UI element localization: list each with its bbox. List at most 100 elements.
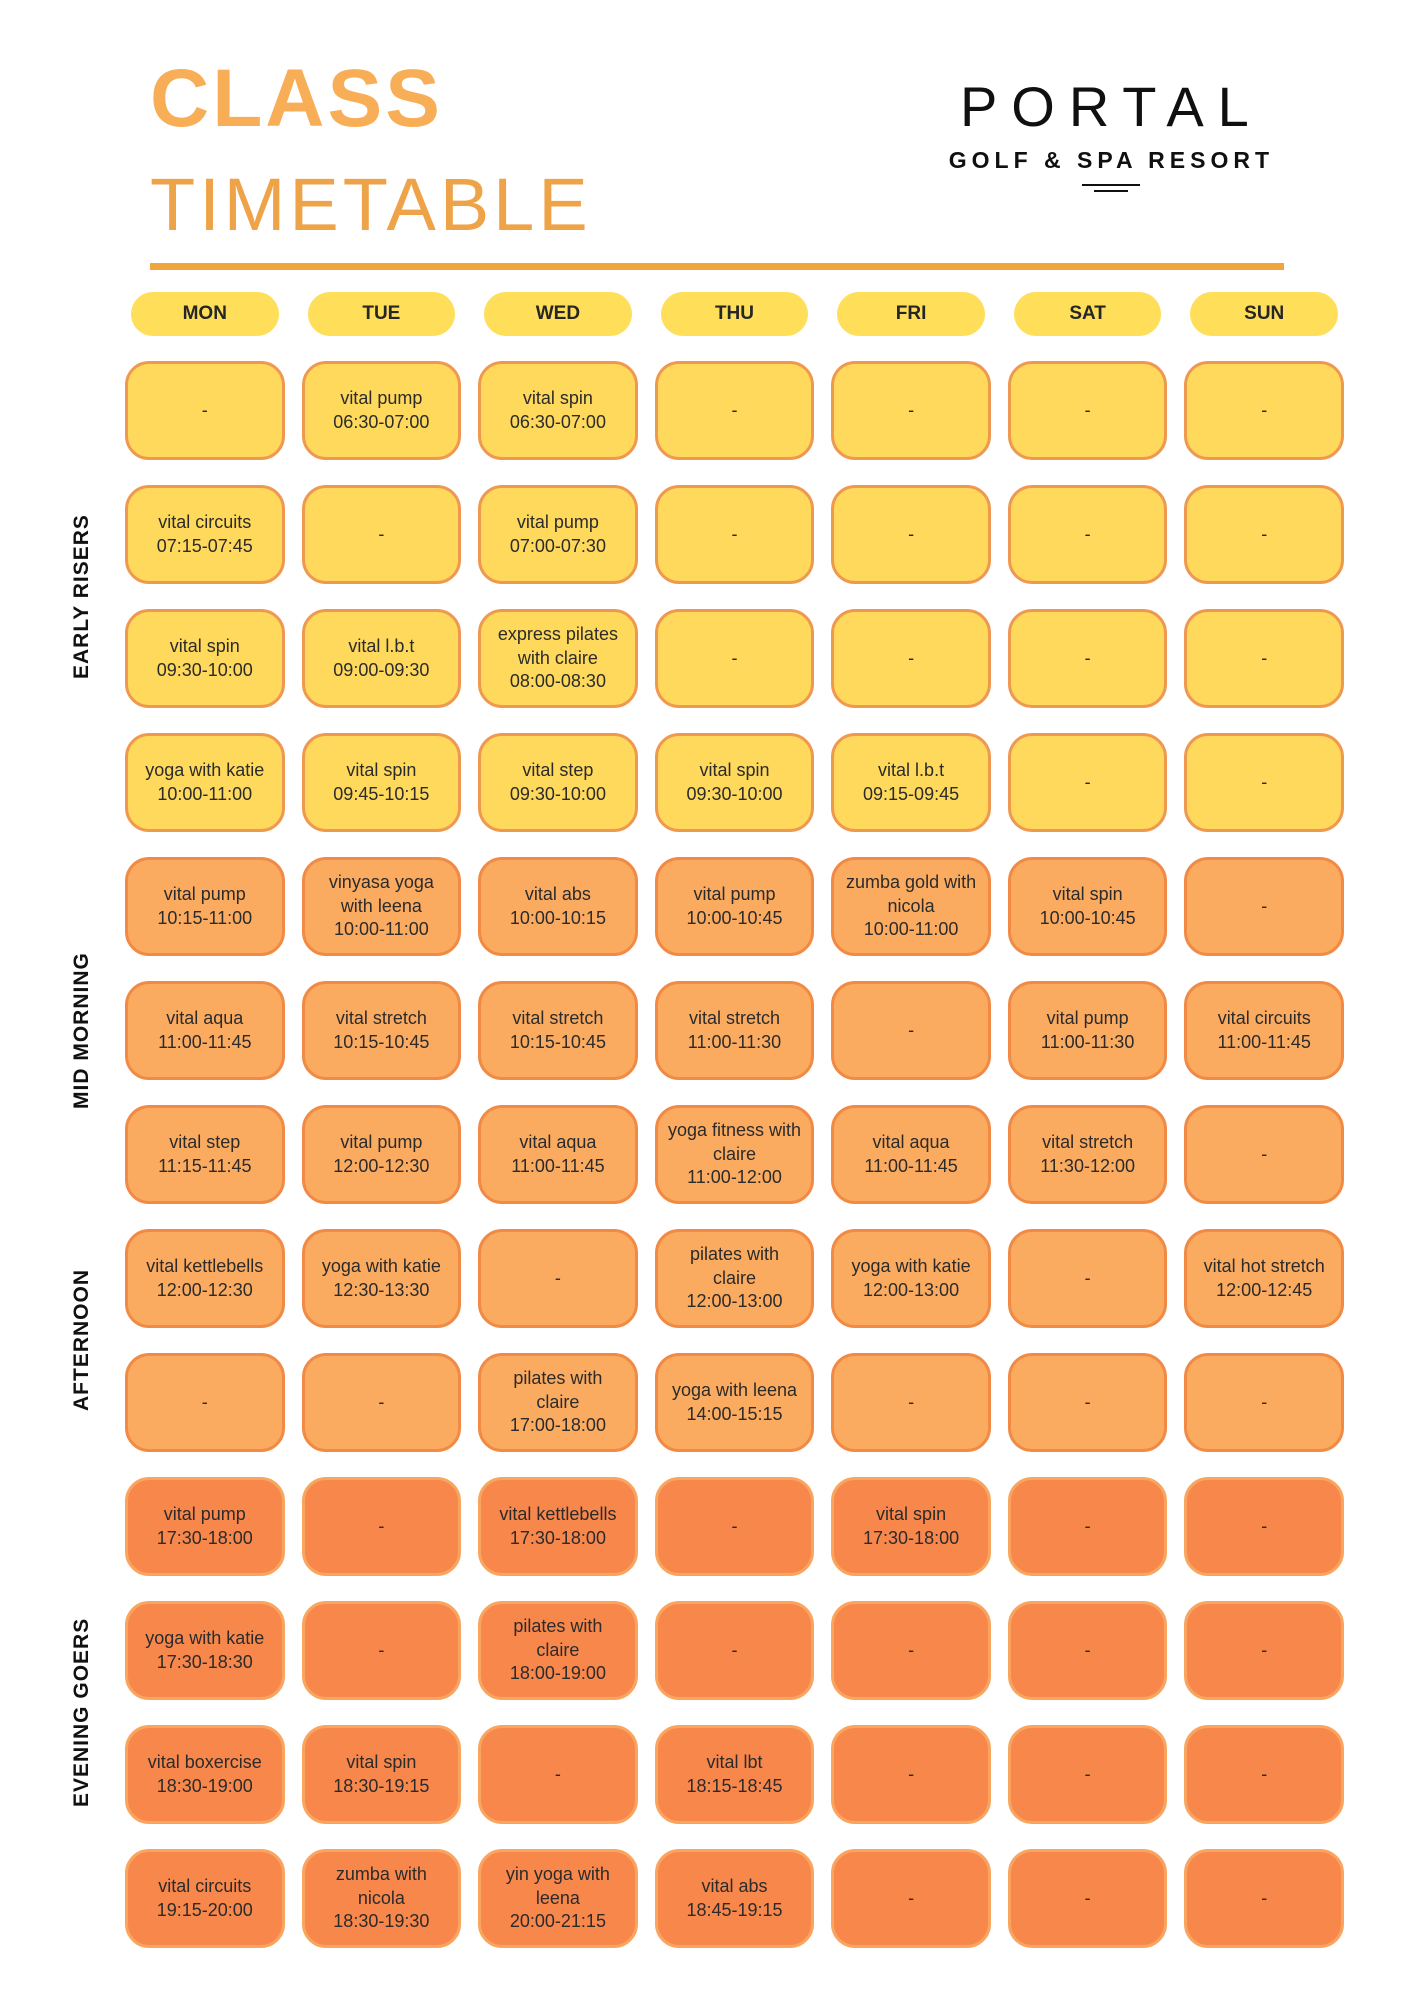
section-label-evening-goers: EVENING GOERS xyxy=(70,1617,93,1808)
empty-slot: - xyxy=(831,981,991,1080)
section-label-early-risers: EARLY RISERS xyxy=(70,514,93,679)
class-slot: pilates with claire 17:00-18:00 xyxy=(478,1353,638,1452)
class-slot: yoga with katie 12:30-13:30 xyxy=(301,1229,462,1328)
empty-slot: - xyxy=(1007,609,1168,708)
class-slot: pilates with claire 12:00-13:00 xyxy=(654,1229,815,1328)
class-slot: yoga with katie 17:30-18:30 xyxy=(125,1601,285,1700)
class-slot: vital spin 09:45-10:15 xyxy=(301,733,462,832)
day-header-tue: TUE xyxy=(307,292,456,336)
day-header-sun: SUN xyxy=(1190,292,1338,336)
resort-logo: PORTAL GOLF & SPA RESORT xyxy=(949,52,1274,192)
day-header-sat: SAT xyxy=(1013,292,1162,336)
empty-slot: - xyxy=(1184,1477,1344,1576)
logo-divider-lines-icon xyxy=(949,184,1274,192)
empty-slot: - xyxy=(831,485,991,584)
empty-slot: - xyxy=(1007,1725,1168,1824)
empty-slot: - xyxy=(1007,1849,1168,1948)
class-slot: vital kettlebells 12:00-12:30 xyxy=(125,1229,285,1328)
page-title: CLASS xyxy=(150,53,443,144)
class-slot: vital spin 18:30-19:15 xyxy=(301,1725,462,1824)
empty-slot: - xyxy=(301,485,462,584)
class-slot: zumba with nicola 18:30-19:30 xyxy=(301,1849,462,1948)
day-header-fri: FRI xyxy=(837,292,985,336)
empty-slot: - xyxy=(1184,1105,1344,1204)
empty-slot: - xyxy=(1007,361,1168,460)
class-slot: vital spin 06:30-07:00 xyxy=(478,361,638,460)
empty-slot: - xyxy=(654,485,815,584)
class-slot: vital step 11:15-11:45 xyxy=(125,1105,285,1204)
class-slot: yin yoga with leena 20:00-21:15 xyxy=(478,1849,638,1948)
section-label-afternoon: AFTERNOON xyxy=(70,1269,93,1412)
class-slot: vital aqua 11:00-11:45 xyxy=(478,1105,638,1204)
empty-slot: - xyxy=(654,361,815,460)
class-slot: yoga with katie 10:00-11:00 xyxy=(125,733,285,832)
class-slot: vinyasa yoga with leena 10:00-11:00 xyxy=(301,857,462,956)
class-slot: vital spin 10:00-10:45 xyxy=(1007,857,1168,956)
empty-slot: - xyxy=(125,361,285,460)
empty-slot: - xyxy=(1007,1353,1168,1452)
class-slot: vital kettlebells 17:30-18:00 xyxy=(478,1477,638,1576)
empty-slot: - xyxy=(478,1229,638,1328)
empty-slot: - xyxy=(1184,1725,1344,1824)
title-underline xyxy=(150,263,1284,270)
class-slot: vital lbt 18:15-18:45 xyxy=(654,1725,815,1824)
empty-slot: - xyxy=(831,1353,991,1452)
class-slot: express pilates with claire 08:00-08:30 xyxy=(478,609,638,708)
empty-slot: - xyxy=(301,1477,462,1576)
class-slot: yoga fitness with claire 11:00-12:00 xyxy=(654,1105,815,1204)
empty-slot: - xyxy=(125,1353,285,1452)
class-slot: yoga with katie 12:00-13:00 xyxy=(831,1229,991,1328)
section-label-mid-morning: MID MORNING xyxy=(70,952,93,1109)
class-slot: pilates with claire 18:00-19:00 xyxy=(478,1601,638,1700)
empty-slot: - xyxy=(654,609,815,708)
day-header-mon: MON xyxy=(131,292,279,336)
empty-slot: - xyxy=(1184,733,1344,832)
page-header: CLASS TIMETABLE PORTAL GOLF & SPA RESORT xyxy=(0,0,1414,247)
empty-slot: - xyxy=(1184,609,1344,708)
empty-slot: - xyxy=(654,1601,815,1700)
class-slot: vital spin 09:30-10:00 xyxy=(125,609,285,708)
page-subtitle: TIMETABLE xyxy=(150,163,592,246)
empty-slot: - xyxy=(1184,361,1344,460)
class-slot: vital pump 11:00-11:30 xyxy=(1007,981,1168,1080)
class-slot: zumba gold with nicola 10:00-11:00 xyxy=(831,857,991,956)
class-slot: vital stretch 11:00-11:30 xyxy=(654,981,815,1080)
class-slot: vital spin 09:30-10:00 xyxy=(654,733,815,832)
class-slot: vital stretch 11:30-12:00 xyxy=(1007,1105,1168,1204)
empty-slot: - xyxy=(831,1601,991,1700)
class-slot: vital spin 17:30-18:00 xyxy=(831,1477,991,1576)
empty-slot: - xyxy=(301,1353,462,1452)
timetable-grid: MON TUE WED THU FRI SAT SUN EARLY RISERS MID MOR… xyxy=(56,292,1344,1948)
class-slot: vital aqua 11:00-11:45 xyxy=(125,981,285,1080)
class-slot: vital stretch 10:15-10:45 xyxy=(301,981,462,1080)
class-slot: vital pump 10:15-11:00 xyxy=(125,857,285,956)
class-slot: vital pump 10:00-10:45 xyxy=(654,857,815,956)
empty-slot: - xyxy=(1184,1849,1344,1948)
empty-slot: - xyxy=(1007,1477,1168,1576)
empty-slot: - xyxy=(301,1601,462,1700)
logo-subtitle: GOLF & SPA RESORT xyxy=(948,147,1274,173)
empty-slot: - xyxy=(1184,1353,1344,1452)
empty-slot: - xyxy=(478,1725,638,1824)
empty-slot: - xyxy=(1007,733,1168,832)
logo-wordmark: PORTAL xyxy=(959,75,1263,138)
empty-slot: - xyxy=(831,1849,991,1948)
class-slot: vital l.b.t 09:00-09:30 xyxy=(301,609,462,708)
empty-slot: - xyxy=(831,1725,991,1824)
empty-slot: - xyxy=(654,1477,815,1576)
title-block: CLASS TIMETABLE xyxy=(150,52,592,247)
empty-slot: - xyxy=(1184,485,1344,584)
class-slot: yoga with leena 14:00-15:15 xyxy=(654,1353,815,1452)
empty-slot: - xyxy=(831,361,991,460)
class-slot: vital circuits 11:00-11:45 xyxy=(1184,981,1344,1080)
class-slot: vital stretch 10:15-10:45 xyxy=(478,981,638,1080)
empty-slot: - xyxy=(1184,857,1344,956)
empty-slot: - xyxy=(1007,485,1168,584)
class-slot: vital pump 06:30-07:00 xyxy=(301,361,462,460)
class-slot: vital step 09:30-10:00 xyxy=(478,733,638,832)
day-header-thu: THU xyxy=(660,292,809,336)
class-slot: vital hot stretch 12:00-12:45 xyxy=(1184,1229,1344,1328)
class-slot: vital aqua 11:00-11:45 xyxy=(831,1105,991,1204)
class-slot: vital boxercise 18:30-19:00 xyxy=(125,1725,285,1824)
